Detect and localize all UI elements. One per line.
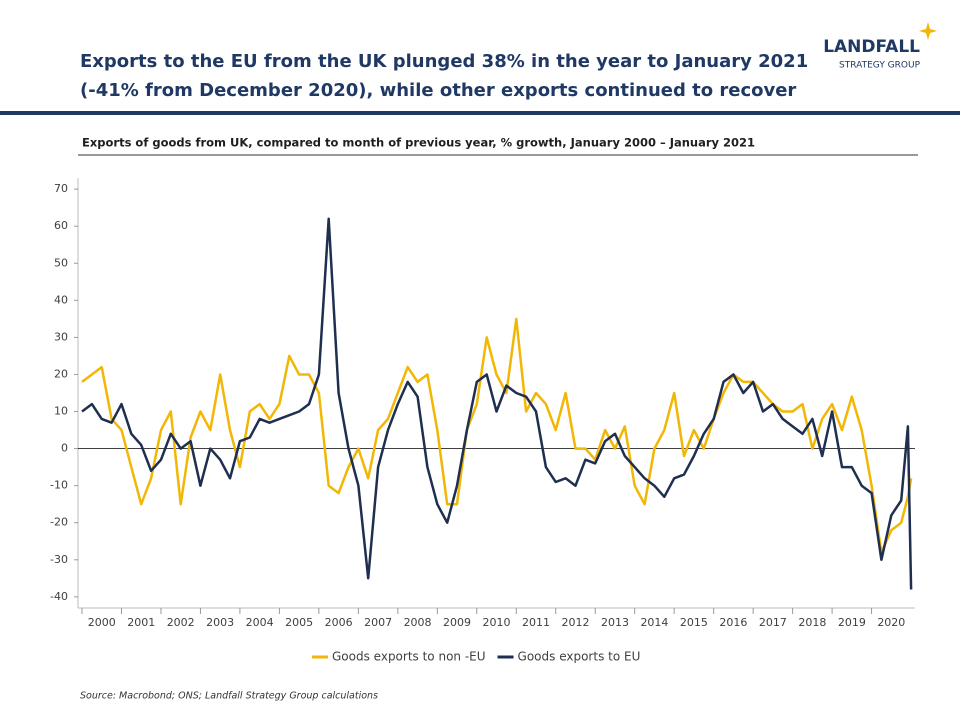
x-tick-label: 2009 xyxy=(443,616,471,629)
x-tick-label: 2015 xyxy=(680,616,708,629)
logo-tagline: STRATEGY GROUP xyxy=(839,61,921,71)
x-tick-label: 2019 xyxy=(838,616,866,629)
x-tick-label: 2020 xyxy=(877,616,905,629)
legend-label: Goods exports to EU xyxy=(518,650,641,664)
x-tick-label: 2002 xyxy=(167,616,195,629)
y-tick-label: 0 xyxy=(61,442,68,455)
logo-star xyxy=(919,22,937,40)
series-line xyxy=(81,217,913,590)
title-line: (-41% from December 2020), while other e… xyxy=(80,80,796,101)
x-tick-label: 2006 xyxy=(325,616,353,629)
x-tick-label: 2001 xyxy=(127,616,155,629)
y-tick-label: -30 xyxy=(50,553,68,566)
y-tick-label: -40 xyxy=(50,590,68,603)
y-tick-label: 70 xyxy=(54,182,68,195)
series-line xyxy=(81,317,913,554)
x-tick-label: 2017 xyxy=(759,616,787,629)
x-tick-label: 2000 xyxy=(88,616,116,629)
y-tick-label: 40 xyxy=(54,293,68,306)
x-tick-label: 2018 xyxy=(798,616,826,629)
x-tick-label: 2007 xyxy=(364,616,392,629)
y-tick-label: 20 xyxy=(54,367,68,380)
y-tick-label: 10 xyxy=(54,405,68,418)
subtitle: Exports of goods from UK, compared to mo… xyxy=(82,136,755,150)
source: Source: Macrobond; ONS; Landfall Strateg… xyxy=(80,691,378,702)
y-tick-label: -10 xyxy=(50,479,68,492)
y-tick-label: 30 xyxy=(54,330,68,343)
x-tick-label: 2003 xyxy=(206,616,234,629)
y-tick-label: 50 xyxy=(54,256,68,269)
y-tick-label: 60 xyxy=(54,219,68,232)
legend-label: Goods exports to non -EU xyxy=(332,650,486,664)
y-tick-label: -20 xyxy=(50,516,68,529)
header-rule xyxy=(0,111,960,115)
x-tick-label: 2016 xyxy=(719,616,747,629)
x-tick-label: 2008 xyxy=(404,616,432,629)
x-tick-label: 2010 xyxy=(483,616,511,629)
title-line: Exports to the EU from the UK plunged 38… xyxy=(80,51,808,72)
x-tick-label: 2005 xyxy=(285,616,313,629)
logo-name: LANDFALL xyxy=(823,37,920,57)
x-tick-label: 2011 xyxy=(522,616,550,629)
x-tick-label: 2014 xyxy=(640,616,668,629)
x-tick-label: 2004 xyxy=(246,616,274,629)
x-tick-label: 2013 xyxy=(601,616,629,629)
x-tick-label: 2012 xyxy=(561,616,589,629)
